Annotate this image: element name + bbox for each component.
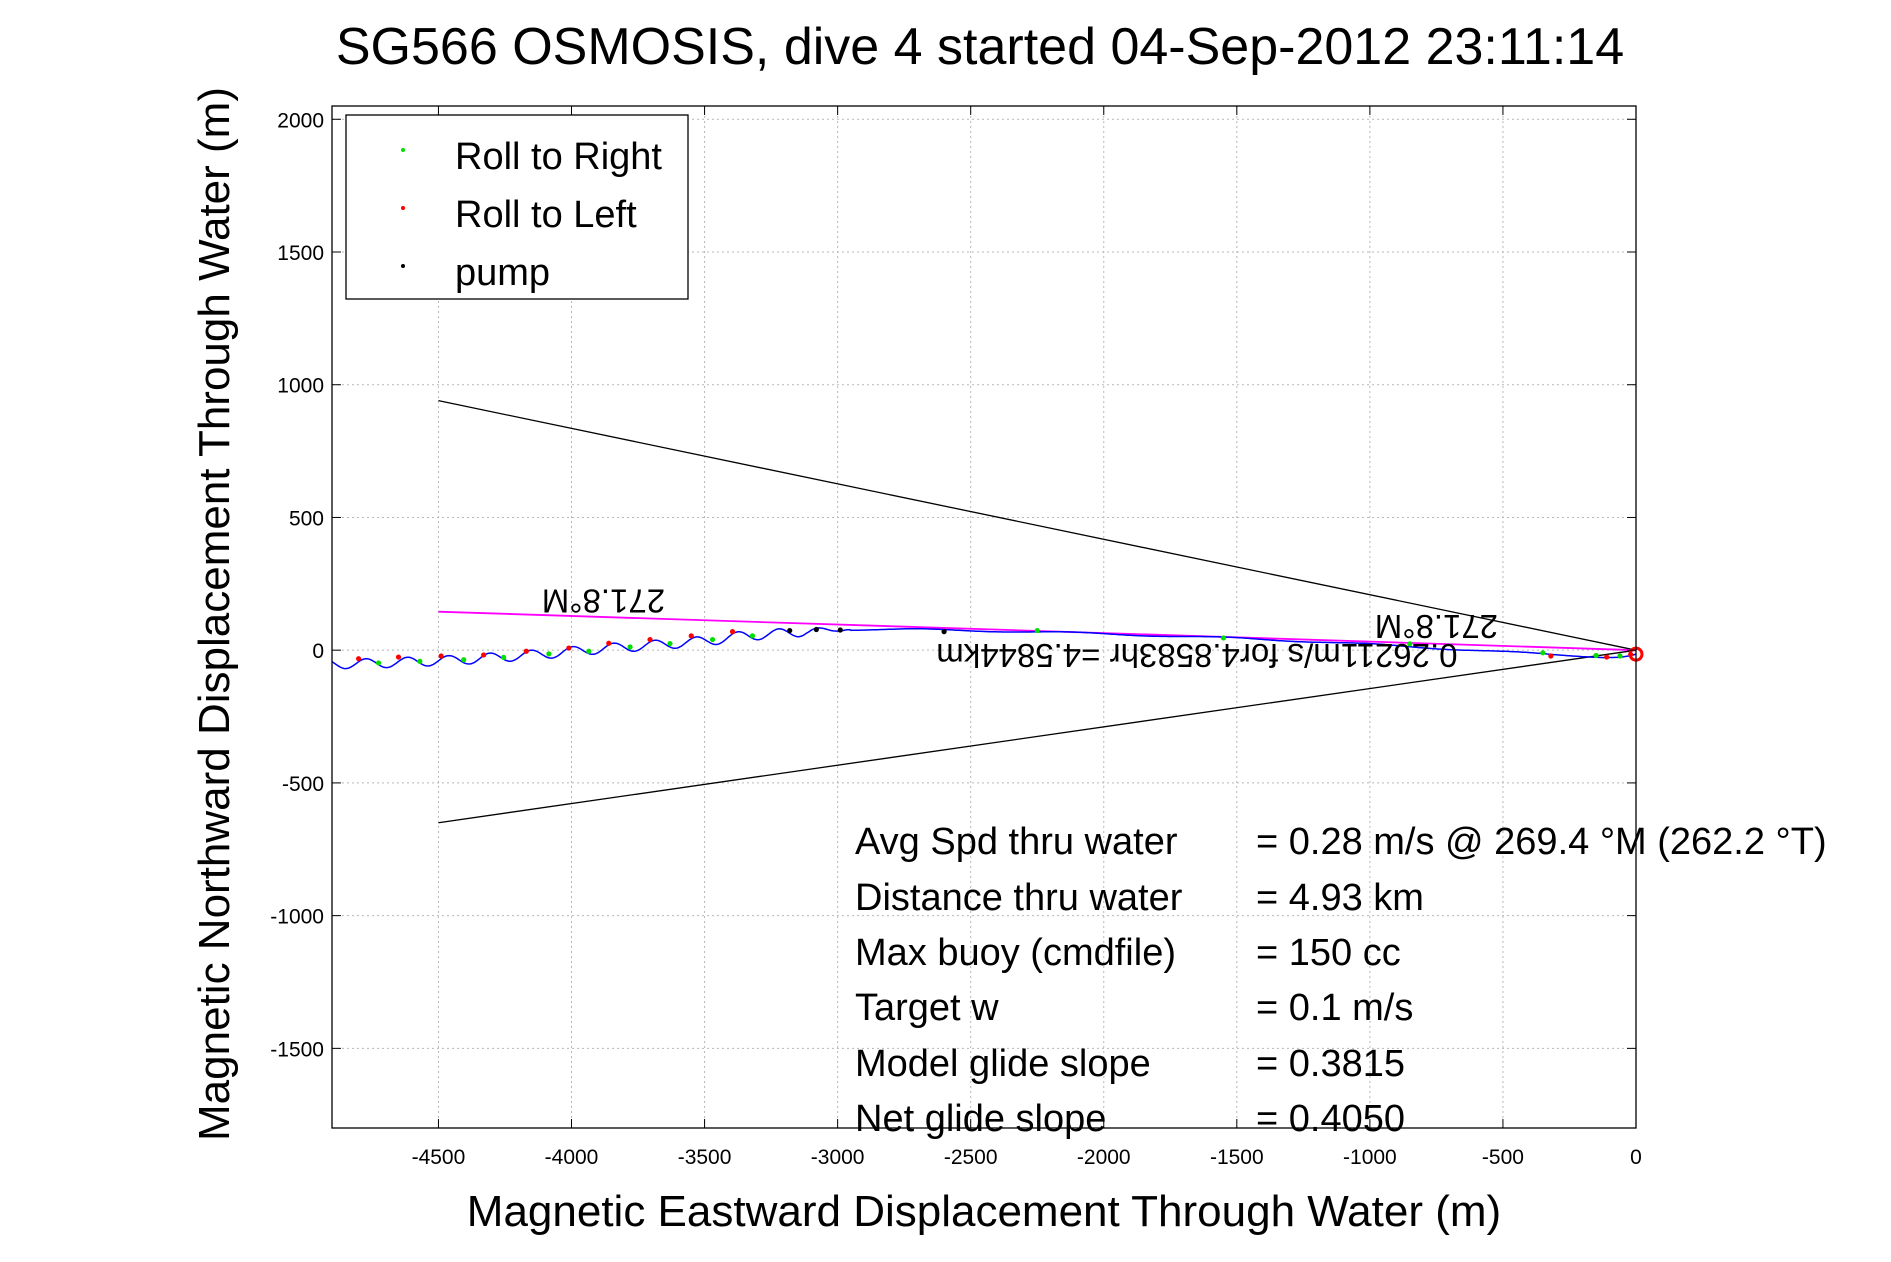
- y-tick-label: 2000: [277, 109, 324, 132]
- y-tick-label: -500: [282, 773, 324, 796]
- legend-marker-roll-left: [401, 206, 405, 210]
- stats-value-max-buoy: = 150 cc: [1256, 932, 1401, 974]
- x-tick-label: -3000: [811, 1146, 865, 1169]
- roll-left-point: [523, 648, 529, 654]
- y-tick-label: 1000: [277, 375, 324, 398]
- gridlines: [332, 106, 1636, 1128]
- y-tick-label: 500: [289, 507, 324, 530]
- roll-left-point: [356, 656, 362, 662]
- x-axis-label: Magnetic Eastward Displacement Through W…: [467, 1187, 1501, 1236]
- roll-right-point: [709, 636, 716, 643]
- roll-left-point: [438, 653, 444, 659]
- legend-marker-roll-right: [401, 148, 405, 152]
- chart-title: SG566 OSMOSIS, dive 4 started 04-Sep-201…: [336, 18, 1624, 76]
- legend-label-roll-left: Roll to Left: [455, 194, 637, 236]
- stats-label-avg-speed: Avg Spd thru water: [855, 821, 1178, 863]
- pump-point: [837, 627, 843, 633]
- stats-value-distance: = 4.93 km: [1256, 877, 1424, 919]
- stats-label-model-glide: Model glide slope: [855, 1043, 1151, 1085]
- track-line: [331, 627, 1637, 670]
- roll-right-point: [461, 657, 467, 663]
- roll-left-point: [729, 629, 736, 635]
- stats-label-target-w: Target w: [855, 987, 999, 1029]
- roll-left-point: [647, 636, 653, 643]
- y-tick-label: -1000: [270, 906, 324, 929]
- stats-block: Avg Spd thru water = 0.28 m/s @ 269.4 °M…: [855, 821, 1827, 1140]
- x-tick-label: -1000: [1343, 1146, 1397, 1169]
- roll-right-point: [627, 644, 633, 650]
- stats-label-net-glide: Net glide slope: [855, 1098, 1106, 1140]
- legend-marker-pump: [401, 264, 405, 268]
- stats-value-avg-speed: = 0.28 m/s @ 269.4 °M (262.2 °T): [1256, 821, 1827, 863]
- stats-value-net-glide: = 0.4050: [1256, 1098, 1405, 1140]
- plot-frame: [331, 105, 1637, 1129]
- current-upper-line: [438, 400, 1637, 651]
- stats-value-model-glide: = 0.3815: [1256, 1043, 1405, 1085]
- roll-left-point: [566, 645, 572, 651]
- roll-right-point: [749, 633, 756, 639]
- y-tick-label: 1500: [277, 242, 324, 265]
- roll-right-point: [1540, 650, 1546, 656]
- roll-left-point: [1548, 653, 1554, 659]
- stats-label-distance: Distance thru water: [855, 877, 1183, 919]
- y-axis-ticks: 2000 1500 1000 500 0 -500 -1000 -1500: [270, 109, 1636, 1061]
- x-tick-label: -4500: [412, 1146, 466, 1169]
- x-tick-label: -2500: [944, 1146, 998, 1169]
- roll-left-point: [688, 633, 694, 639]
- roll-right-point: [375, 660, 382, 666]
- roll-left-point: [1604, 654, 1610, 660]
- roll-left-point: [395, 654, 402, 660]
- roll-left-point: [481, 652, 487, 658]
- y-tick-label: -1500: [270, 1038, 324, 1061]
- x-tick-label: -4000: [545, 1146, 599, 1169]
- roll-right-point: [417, 658, 423, 664]
- roll-right-point: [1220, 635, 1227, 641]
- x-axis-ticks: -4500 -4000 -3500 -3000 -2500 -2000 -1500 -1000…: [412, 106, 1642, 1169]
- x-tick-label: -2000: [1077, 1146, 1131, 1169]
- legend: Roll to Right Roll to Left pump: [345, 114, 689, 300]
- pump-point: [813, 626, 819, 633]
- current-lower-line: [438, 649, 1637, 824]
- roll-right-point: [1407, 641, 1413, 647]
- stats-value-target-w: = 0.1 m/s: [1256, 987, 1413, 1029]
- x-tick-label: -3500: [678, 1146, 732, 1169]
- speed-annotation: 0.26211m/s for4.8583hr =4.5844km: [936, 637, 1457, 674]
- markers: [356, 626, 1644, 666]
- roll-right-point: [667, 640, 673, 647]
- roll-right-point: [501, 654, 507, 660]
- stats-label-max-buoy: Max buoy (cmdfile): [855, 932, 1176, 974]
- x-tick-label: -1500: [1210, 1146, 1264, 1169]
- legend-label-pump: pump: [455, 252, 550, 294]
- legend-label-roll-right: Roll to Right: [455, 136, 662, 178]
- roll-right-point: [1617, 653, 1623, 659]
- pump-point: [941, 629, 947, 635]
- roll-right-point: [586, 648, 592, 654]
- heading-annotation-left: 271.8°M: [542, 583, 665, 620]
- y-axis-label: Magnetic Northward Displacement Through …: [190, 87, 239, 1141]
- x-tick-label: 0: [1630, 1146, 1642, 1169]
- x-tick-label: -500: [1482, 1146, 1524, 1169]
- roll-right-point: [1593, 652, 1599, 659]
- pump-point: [787, 627, 793, 634]
- roll-right-point: [1034, 627, 1040, 634]
- heading-annotation-right: 271.8°M: [1375, 608, 1498, 645]
- roll-left-point: [606, 640, 612, 646]
- y-tick-label: 0: [312, 640, 324, 663]
- roll-right-point: [546, 651, 552, 657]
